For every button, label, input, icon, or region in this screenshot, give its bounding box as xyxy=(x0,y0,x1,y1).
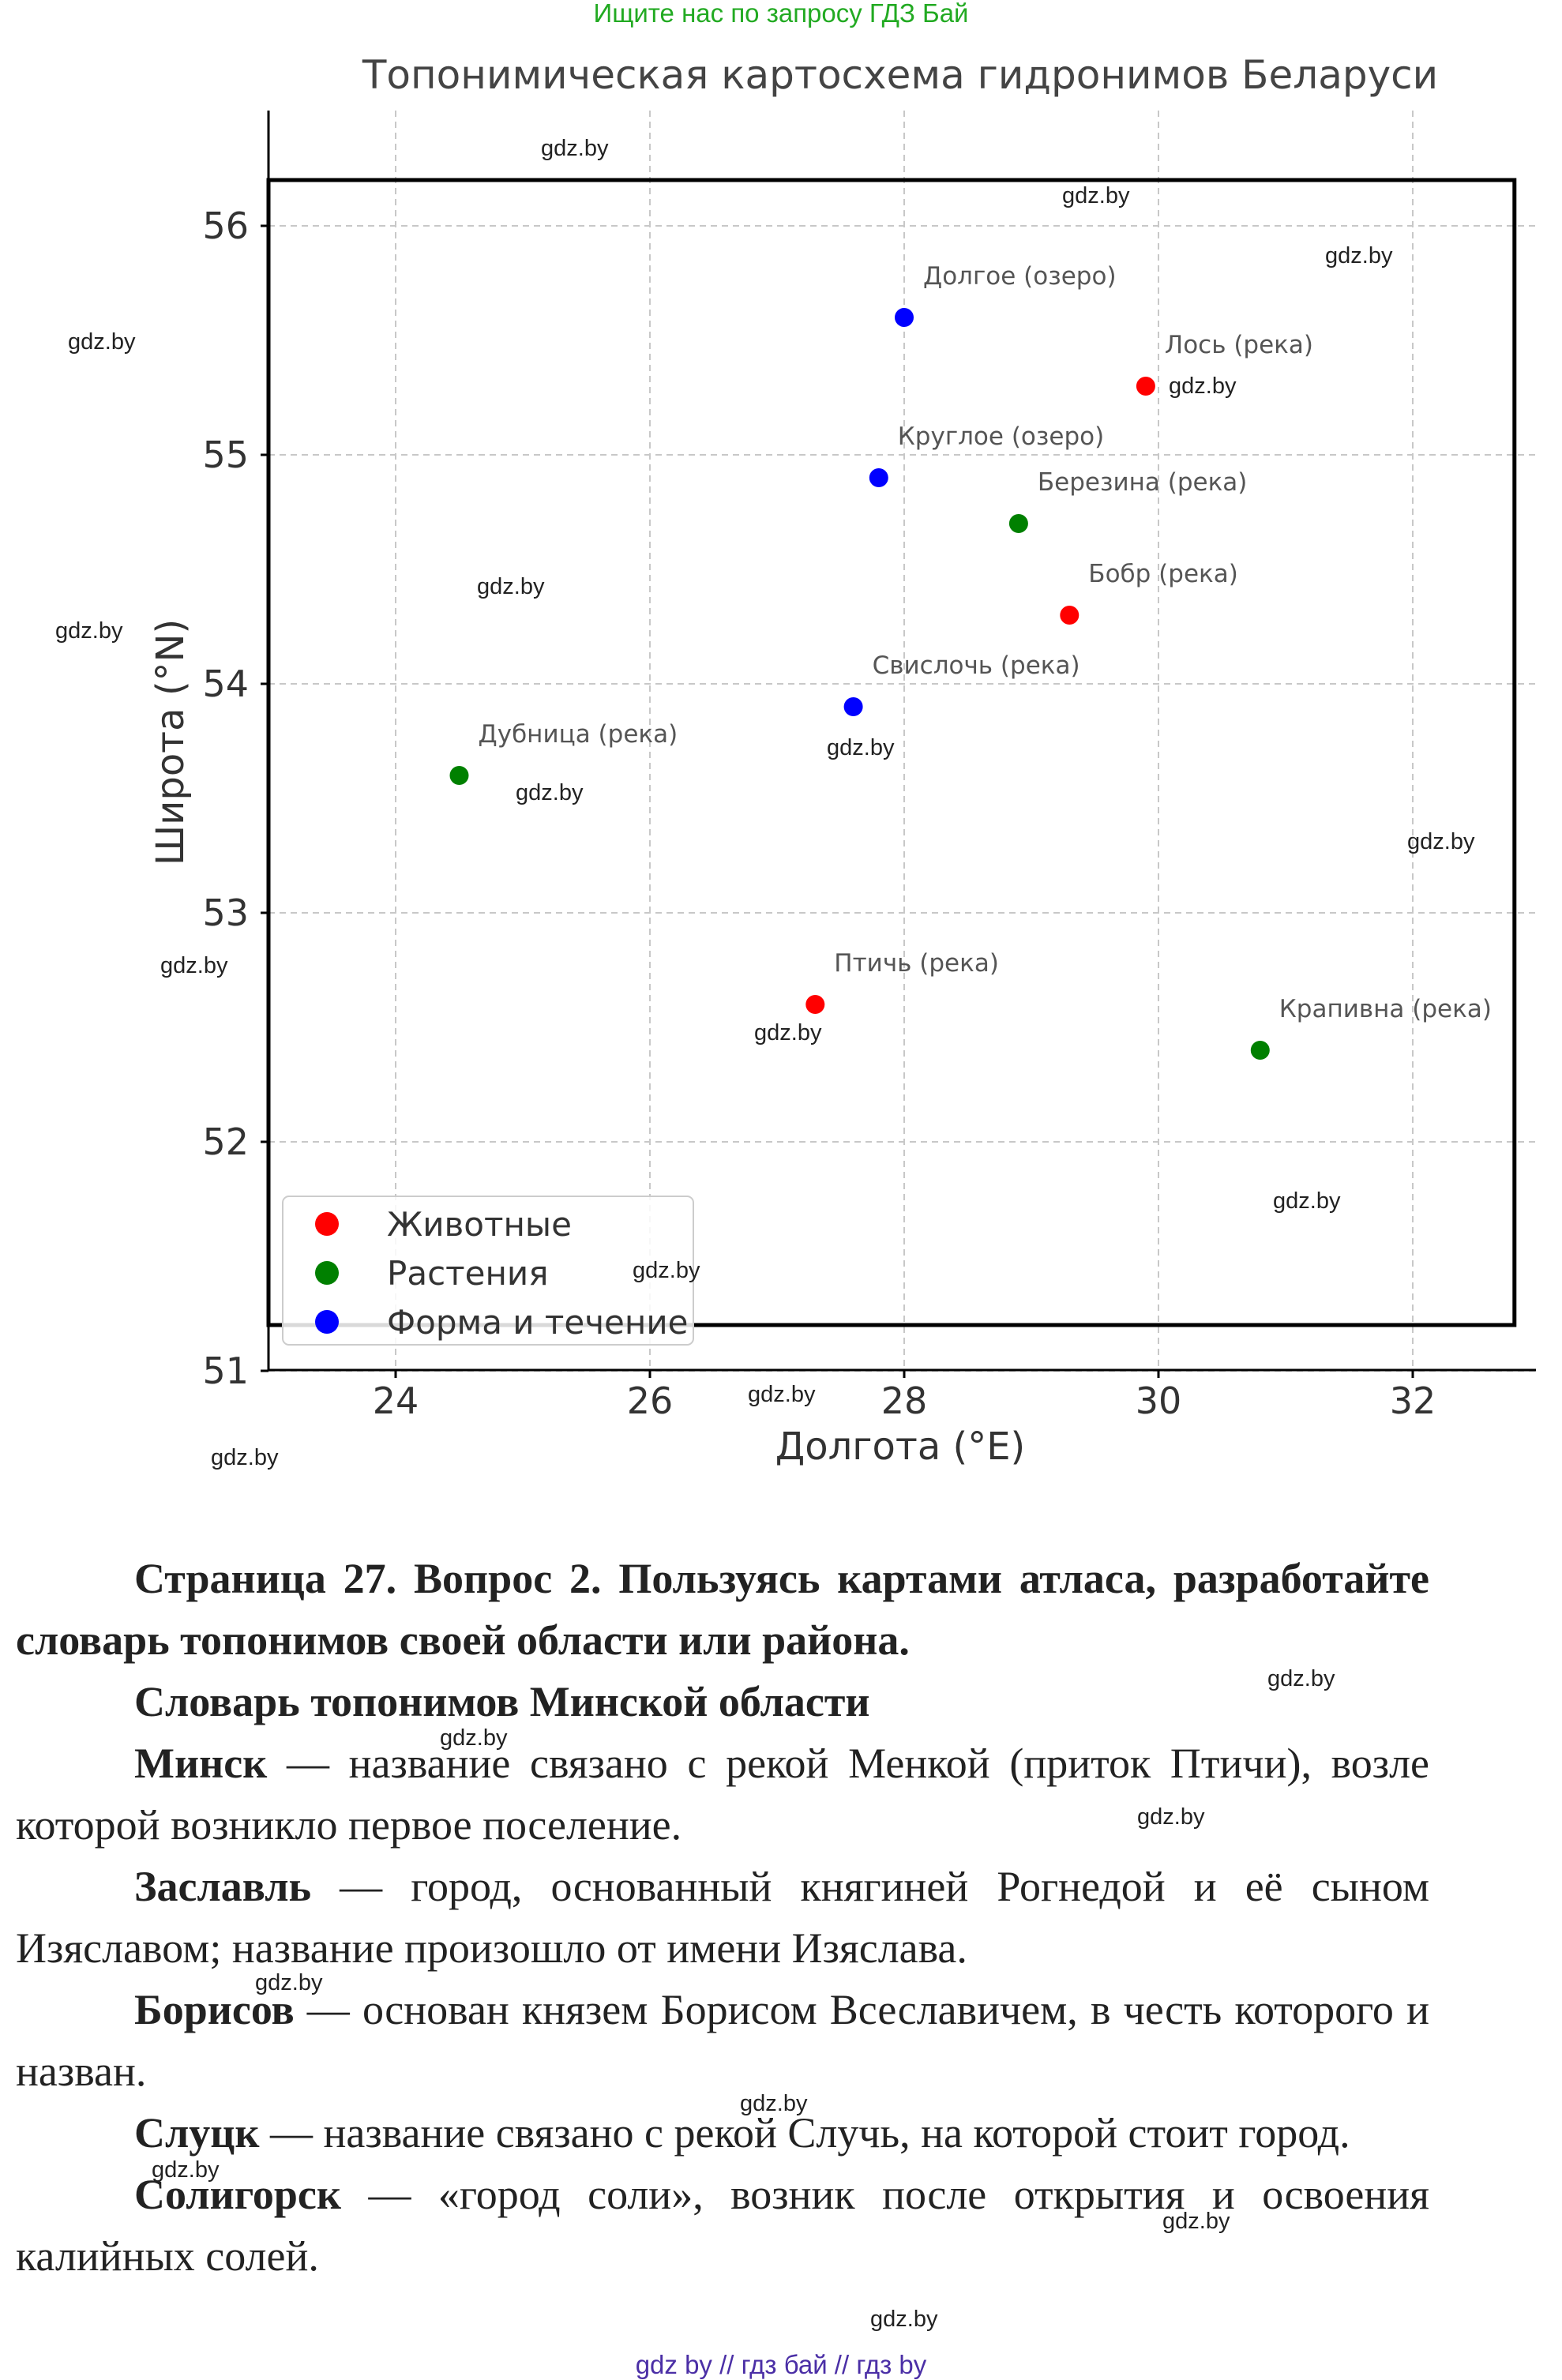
dictionary-entry: Солигорск — «город соли», возник после о… xyxy=(16,2164,1429,2287)
legend-label: Форма и течение xyxy=(387,1303,689,1342)
grid xyxy=(268,111,1536,1372)
watermark-text: gdz.by xyxy=(1137,1804,1205,1830)
dictionary-entry: Минск — название связано с рекой Менкой … xyxy=(16,1732,1429,1856)
legend-label: Животные xyxy=(387,1205,572,1244)
point-label: Крапивна (река) xyxy=(1279,995,1492,1023)
watermark-text: gdz.by xyxy=(55,618,123,644)
watermark-text: gdz.by xyxy=(1169,374,1237,399)
entry-definition: — «город соли», возник после открытия и … xyxy=(16,2171,1429,2280)
dictionary-entry: Заславль — город, основанный княгиней Ро… xyxy=(16,1856,1429,1979)
y-tick-label: 52 xyxy=(202,1121,249,1163)
point-label: Долгое (озеро) xyxy=(923,262,1117,291)
point-label: Лось (река) xyxy=(1165,331,1313,359)
point-label: Круглое (озеро) xyxy=(898,422,1104,451)
x-tick-label: 26 xyxy=(627,1380,674,1422)
watermark-text: gdz.by xyxy=(740,2091,808,2116)
y-tick-label: 56 xyxy=(202,205,249,247)
axes xyxy=(267,111,1536,1372)
data-point xyxy=(843,697,863,716)
x-tick-label: 30 xyxy=(1136,1380,1182,1422)
top-banner[interactable]: Ищите нас по запросу ГДЗ Бай xyxy=(593,0,969,28)
data-point xyxy=(895,308,914,327)
legend-label: Растения xyxy=(387,1254,548,1293)
entry-definition: — город, основанный княгиней Рогнедой и … xyxy=(16,1863,1429,1972)
watermark-text: gdz.by xyxy=(440,1725,508,1751)
data-point xyxy=(805,995,825,1014)
legend-box xyxy=(282,1196,694,1346)
watermark-text: gdz.by xyxy=(477,574,545,599)
y-tick-label: 53 xyxy=(202,892,249,934)
entry-definition: — название связано с рекой Случь, на кот… xyxy=(259,2109,1350,2157)
legend: Животные Растения Форма и течение xyxy=(282,1196,694,1346)
question-heading: Страница 27. Вопрос 2. Пользуясь картами… xyxy=(16,1555,1429,1664)
watermark-text: gdz.by xyxy=(1062,183,1130,208)
watermark-text: gdz.by xyxy=(1273,1188,1341,1214)
y-axis-label: Широта (°N) xyxy=(148,619,193,865)
entry-term: Минск xyxy=(134,1740,268,1787)
x-tick-label: 32 xyxy=(1390,1380,1436,1422)
entry-term: Солигорск xyxy=(134,2171,341,2218)
data-point xyxy=(1008,514,1028,533)
legend-marker xyxy=(315,1212,339,1236)
data-point xyxy=(1136,377,1155,396)
data-point xyxy=(449,766,469,785)
watermark-text: gdz.by xyxy=(748,1382,816,1407)
chart-title: Топонимическая картосхема гидронимов Бел… xyxy=(362,52,1438,98)
dictionary-entry: Слуцк — название связано с рекой Случь, … xyxy=(16,2102,1429,2164)
watermark-text: gdz.by xyxy=(541,136,609,161)
point-label: Птичь (река) xyxy=(834,949,999,978)
x-tick-label: 28 xyxy=(881,1380,928,1422)
hydronym-scatter-chart: Топонимическая картосхема гидронимов Бел… xyxy=(148,52,1536,1469)
entry-definition: — основан князем Борисом Всеславичем, в … xyxy=(16,1986,1429,2095)
dictionary-entry: Борисов — основан князем Борисом Всеслав… xyxy=(16,1979,1429,2102)
data-point xyxy=(1060,606,1080,625)
entry-definition: — название связано с рекой Менкой (прито… xyxy=(16,1740,1429,1849)
entry-term: Заславль xyxy=(134,1863,312,1910)
x-tick-label: 24 xyxy=(373,1380,419,1422)
legend-marker xyxy=(315,1261,339,1285)
point-label: Березина (река) xyxy=(1038,468,1248,497)
data-points: Долгое (озеро) Лось (река) Круглое (озеро)… xyxy=(449,262,1492,1060)
dictionary-title: Словарь топонимов Минской области xyxy=(134,1678,870,1725)
watermark-text: gdz.by xyxy=(1162,2209,1230,2234)
watermark-text: gdz.by xyxy=(827,735,895,760)
watermark-text: gdz.by xyxy=(516,780,584,805)
watermark-text: gdz.by xyxy=(1407,829,1475,854)
watermark-text: gdz.by xyxy=(160,953,228,978)
watermark-text: gdz.by xyxy=(211,1445,279,1470)
watermark-text: gdz.by xyxy=(754,1020,822,1045)
entry-term: Борисов xyxy=(134,1986,295,2033)
y-tick-label: 54 xyxy=(202,663,249,705)
y-tick-label: 55 xyxy=(202,434,249,476)
point-label: Свислочь (река) xyxy=(873,651,1080,680)
watermark-text: gdz.by xyxy=(870,2307,938,2332)
tick-labels: 24 26 28 30 32 51 52 53 54 55 56 xyxy=(202,205,1436,1422)
watermark-text: gdz.by xyxy=(633,1258,700,1283)
y-tick-label: 51 xyxy=(202,1350,249,1392)
watermark-text: gdz.by xyxy=(255,1970,323,1995)
watermark-text: gdz.by xyxy=(1267,1666,1335,1691)
point-label: Дубница (река) xyxy=(479,720,678,749)
entry-term: Слуцк xyxy=(134,2109,260,2157)
legend-marker xyxy=(315,1310,339,1334)
point-label: Бобр (река) xyxy=(1088,560,1238,588)
x-axis-label: Долгота (°E) xyxy=(775,1425,1026,1469)
watermark-text: gdz.by xyxy=(68,329,136,355)
watermark-text: gdz.by xyxy=(152,2157,220,2183)
answer-text: Страница 27. Вопрос 2. Пользуясь картами… xyxy=(16,1548,1429,2287)
watermark-text: gdz.by xyxy=(1325,243,1393,268)
data-point xyxy=(1250,1041,1270,1060)
data-point xyxy=(869,468,888,487)
footer-links[interactable]: gdz by // гдз бай // гдз by xyxy=(635,2350,927,2379)
